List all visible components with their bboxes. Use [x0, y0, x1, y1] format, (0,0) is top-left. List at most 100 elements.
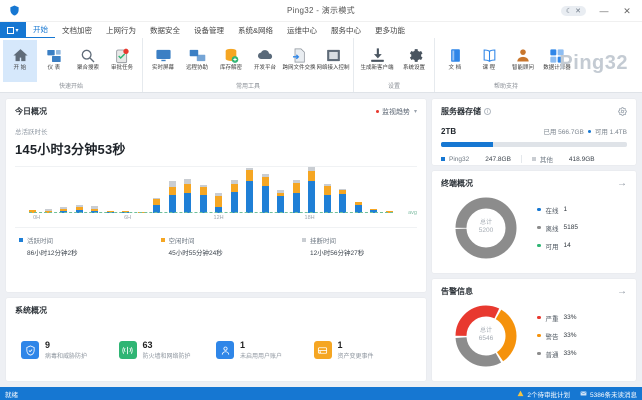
info-icon[interactable]: i [484, 108, 491, 115]
tab-service-center[interactable]: 服务中心 [324, 22, 368, 38]
ribbon-button-realtime-screen[interactable]: 实时屏幕 [146, 40, 180, 72]
trend-toggle[interactable]: 监视趋势 [375, 107, 410, 117]
ribbon-button-data-calculator[interactable]: 数据计算器 [540, 40, 574, 72]
system-stat-firewall[interactable]: 63 防火墙和网络防护 [118, 340, 217, 360]
legend-value: 247.8GB [485, 155, 511, 163]
arrow-right-icon[interactable]: → [617, 285, 627, 297]
legend-swatch [537, 207, 541, 212]
chart-bar-segment [184, 179, 192, 184]
chart-bar [246, 167, 254, 213]
ribbon-button-remote-assist[interactable]: 远程协助 [180, 40, 214, 72]
legend-label: 挂断时间 [310, 238, 336, 245]
today-overview-card: 今日概况 监视趋势 ▾ 总活跃时长 145小时3分钟53秒 avg [6, 99, 426, 292]
ribbon-button-generate-client[interactable]: 生成新客户端 [357, 40, 397, 72]
chart-bar-segment [292, 192, 300, 213]
legend-value: 86小时12分钟2秒 [27, 250, 78, 257]
donut-slice [455, 304, 517, 367]
activity-bar-chart: avg 0H 6H 12H 18H [15, 166, 417, 228]
ribbon-group-quick-start: 开 始 仪 表 聚合搜索 [0, 38, 142, 92]
page-title: 今日概况 [15, 107, 47, 116]
status-item-pending-approvals[interactable]: 2个待审批计划 [517, 389, 570, 399]
chevron-down-icon: ▾ [15, 27, 19, 34]
tab-web-behavior[interactable]: 上网行为 [99, 22, 143, 38]
storage-meta: 已用 566.7GB 可用 1.4TB [543, 126, 627, 136]
chart-bar-segment [277, 189, 285, 194]
tab-start[interactable]: 开始 [26, 22, 55, 38]
chart-bar-segment [246, 167, 254, 171]
ribbon-button-label: 跨网文件交换 [282, 65, 316, 71]
approval-icon [114, 42, 130, 64]
chevron-down-icon[interactable]: ▾ [413, 109, 417, 115]
chart-bar [91, 205, 99, 213]
ribbon-button-approval-tasks[interactable]: 审批任务 [105, 40, 139, 72]
alerts-card: 告警信息 → 总计 6546 严重 [432, 279, 636, 381]
chart-bar-segment [323, 194, 331, 213]
legend-swatch [537, 333, 541, 338]
gear-icon [406, 42, 423, 64]
card-header: 服务器存储 i [441, 106, 627, 117]
file-exchange-icon [291, 42, 307, 64]
ribbon-button-dashboard[interactable]: 仪 表 [37, 40, 71, 72]
ribbon-button-label: 远程协助 [185, 65, 209, 71]
ribbon-button-smart-advisor[interactable]: 智能顾问 [506, 40, 540, 72]
donut-svg [455, 304, 517, 367]
monitor-icon [155, 42, 172, 64]
stat-value: 145小时3分钟53秒 [15, 142, 126, 157]
legend-swatch [537, 351, 541, 356]
ribbon-button-label: 实时屏幕 [151, 65, 175, 71]
ribbon-button-database-decrypt[interactable]: 库存解密 [214, 40, 248, 72]
legend-value: 45小时55分钟24秒 [168, 250, 223, 257]
file-menu-button[interactable]: ▾ [0, 22, 26, 38]
stat-number: 1 [337, 340, 343, 350]
ribbon-button-dev-platform[interactable]: 开发平台 [248, 40, 282, 72]
legend-label: 空闲时间 [168, 238, 195, 245]
status-item-unread-messages[interactable]: 5386条未读消息 [580, 389, 637, 399]
arrow-right-icon[interactable]: → [617, 177, 627, 189]
minimize-button[interactable]: — [599, 6, 609, 16]
legend-swatch [302, 238, 306, 242]
chart-bar-segment [292, 179, 300, 183]
network-access-icon [325, 42, 342, 64]
ribbon-button-file-exchange[interactable]: 跨网文件交换 [282, 40, 316, 72]
ribbon-button-system-settings[interactable]: 系统设置 [397, 40, 431, 72]
gear-icon[interactable] [618, 103, 627, 121]
chart-x-tick: 12H [213, 215, 224, 221]
storage-progress-fill [441, 142, 494, 147]
chart-bar [75, 205, 83, 213]
donut-slice [455, 304, 517, 367]
ribbon-button-label: 审批任务 [110, 65, 134, 71]
legend-label: Ping32 [449, 155, 470, 163]
theme-toggle-pill[interactable]: ☾ ✕ [560, 6, 586, 16]
ribbon-button-aggregate-search[interactable]: 聚合搜索 [71, 40, 105, 72]
tab-doc-encrypt[interactable]: 文档加密 [55, 22, 99, 38]
tab-label: 设备管理 [194, 25, 224, 35]
tab-data-security[interactable]: 数据安全 [143, 22, 187, 38]
ribbon-button-start[interactable]: 开 始 [3, 40, 37, 82]
storage-summary: 2TB 已用 566.7GB 可用 1.4TB [441, 126, 627, 137]
menu-square-icon [7, 26, 15, 34]
system-stat-asset-change[interactable]: 1 资产变更事件 [313, 340, 412, 360]
legend-label: 活跃时间 [27, 238, 53, 245]
ribbon-button-courses[interactable]: 课 程 [472, 40, 506, 72]
ribbon-button-network-access[interactable]: 网络接入控制 [316, 40, 350, 72]
ribbon-group-settings: 生成新客户端 系统设置 设置 [353, 38, 434, 92]
tab-more-features[interactable]: 更多功能 [368, 22, 412, 38]
tab-ops-center[interactable]: 运维中心 [280, 22, 324, 38]
system-stat-disabled-accounts[interactable]: 1 未启用用户账户 [216, 340, 314, 360]
separator-dot-icon [587, 129, 591, 133]
chart-bar-segment [246, 181, 254, 213]
donut-center-value: 6546 [478, 335, 494, 342]
terminal-donut-chart: 总计 5200 [441, 195, 531, 261]
chart-bar-segment [199, 194, 207, 213]
chart-bar-segment [215, 206, 223, 213]
close-button[interactable]: ✕ [623, 5, 631, 16]
section-title: 服务器存储 [441, 107, 481, 116]
alerts-donut-chart: 总计 6546 [441, 303, 531, 369]
tab-system-network[interactable]: 系统&网络 [231, 22, 280, 38]
tab-device-management[interactable]: 设备管理 [187, 22, 231, 38]
system-stat-virus-protection[interactable]: 9 病毒和威胁防护 [21, 340, 119, 360]
legend-item-normal: 普通 33% [537, 349, 627, 359]
legend-value: 418.9GB [568, 155, 595, 163]
chart-bar-segment [75, 205, 83, 207]
ribbon-button-docs[interactable]: 文 档 [438, 40, 472, 72]
